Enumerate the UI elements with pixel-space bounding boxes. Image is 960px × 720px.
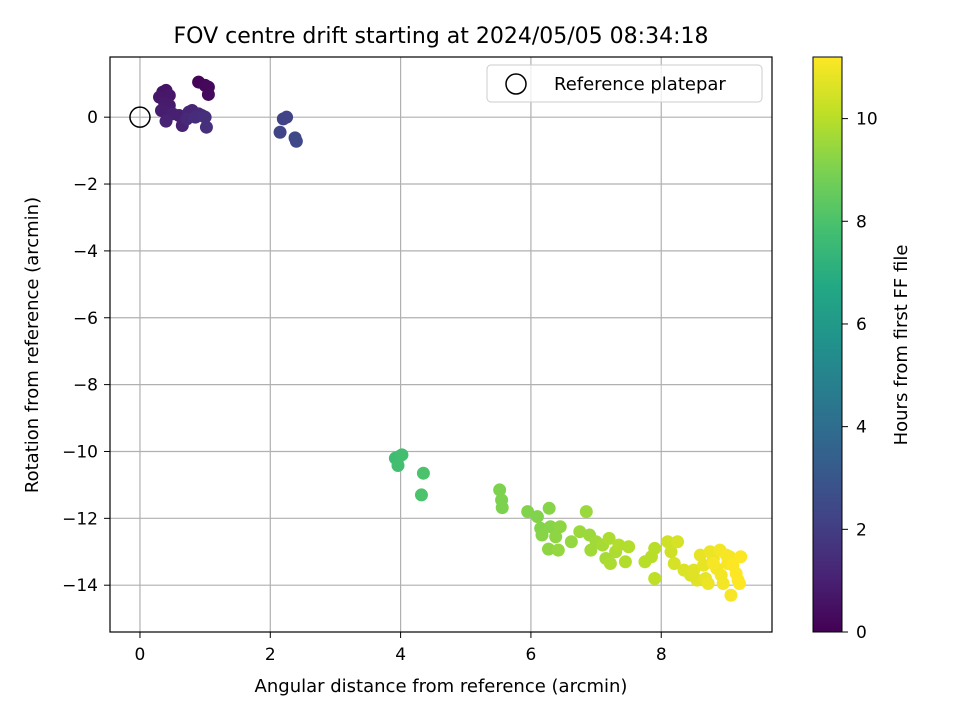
x-tick-label: 4 (395, 645, 406, 665)
data-point (618, 555, 632, 569)
data-point (732, 577, 746, 591)
data-point (579, 505, 593, 519)
x-tick-label: 8 (656, 645, 667, 665)
colorbar-tick-label: 0 (856, 623, 867, 643)
data-point (493, 483, 507, 497)
data-point (273, 125, 287, 139)
chart-title: FOV centre drift starting at 2024/05/05 … (174, 24, 709, 49)
data-point (724, 588, 738, 602)
reference-marker-group (129, 106, 151, 128)
x-tick-label: 6 (526, 645, 537, 665)
data-point (706, 556, 720, 570)
y-tick-label: −14 (62, 576, 98, 596)
x-tick-label: 0 (135, 645, 146, 665)
data-point (530, 510, 544, 524)
data-points (153, 75, 748, 602)
reference-platepar-marker (129, 106, 151, 128)
colorbar-ticks: 0 2 4 6 8 10 (842, 110, 878, 643)
data-point (414, 488, 428, 502)
data-point (697, 558, 711, 572)
data-point (543, 520, 557, 534)
data-point (280, 110, 294, 124)
data-point (551, 543, 565, 557)
data-point (395, 448, 409, 462)
data-point (671, 535, 685, 549)
data-point (391, 459, 405, 473)
x-axis-label: Angular distance from reference (arcmin) (255, 676, 628, 697)
colorbar-label: Hours from first FF file (891, 245, 912, 446)
data-point (687, 563, 701, 577)
data-point (734, 550, 748, 564)
data-point (495, 501, 509, 515)
data-point (603, 556, 617, 570)
legend-label: Reference platepar (554, 74, 726, 95)
colorbar-gradient (812, 56, 843, 633)
data-point (648, 572, 662, 586)
data-point (199, 120, 213, 134)
data-point (667, 556, 681, 570)
colorbar-tick-label: 8 (856, 212, 867, 232)
data-point (716, 577, 730, 591)
data-point (622, 540, 636, 554)
data-point (573, 525, 587, 539)
data-point (201, 87, 215, 101)
data-point (648, 541, 662, 555)
y-tick-label: −8 (73, 376, 98, 396)
data-point (602, 531, 616, 545)
colorbar: 0 2 4 6 8 10 Hours from first FF file (812, 56, 912, 643)
data-point (664, 545, 678, 559)
legend: Reference platepar (486, 64, 763, 103)
y-tick-label: −12 (62, 509, 98, 529)
colorbar-tick-label: 4 (856, 418, 867, 438)
data-point (549, 530, 563, 544)
legend-box (486, 64, 763, 103)
data-point (542, 542, 556, 556)
data-point (416, 466, 430, 480)
y-ticks: 0 −2 −4 −6 −8 −10 −12 −14 (62, 108, 110, 596)
data-point (661, 535, 675, 549)
x-ticks: 0 2 4 6 8 (135, 632, 667, 665)
data-point (542, 501, 556, 515)
data-point (159, 114, 173, 128)
y-tick-label: −6 (73, 309, 98, 329)
data-point (198, 110, 212, 124)
data-point (553, 520, 567, 534)
y-tick-label: −2 (73, 175, 98, 195)
data-point (564, 535, 578, 549)
y-tick-label: −4 (73, 242, 98, 262)
x-tick-label: 2 (265, 645, 276, 665)
y-axis-label: Rotation from reference (arcmin) (22, 197, 43, 493)
y-tick-label: −10 (62, 442, 98, 462)
data-point (521, 505, 535, 519)
data-point (535, 528, 549, 542)
data-point (701, 577, 715, 591)
colorbar-tick-label: 6 (856, 315, 867, 335)
data-point (693, 548, 707, 562)
legend-marker-icon (505, 73, 527, 95)
data-point (289, 134, 303, 148)
grid (110, 57, 772, 632)
plot-frame (109, 56, 773, 633)
data-point (612, 538, 626, 552)
colorbar-tick-label: 10 (856, 110, 878, 130)
colorbar-tick-label: 2 (856, 520, 867, 540)
y-tick-label: 0 (87, 108, 98, 128)
